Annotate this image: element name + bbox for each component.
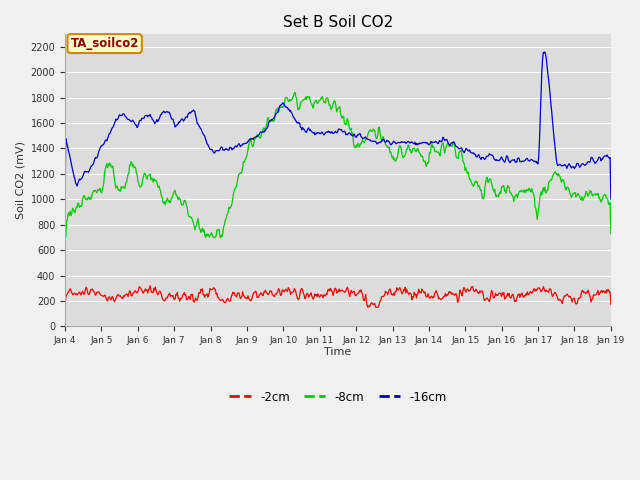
Y-axis label: Soil CO2 (mV): Soil CO2 (mV) [15,141,25,219]
Text: TA_soilco2: TA_soilco2 [70,37,139,50]
Legend: -2cm, -8cm, -16cm: -2cm, -8cm, -16cm [225,386,451,408]
X-axis label: Time: Time [324,347,351,357]
Title: Set B Soil CO2: Set B Soil CO2 [283,15,393,30]
